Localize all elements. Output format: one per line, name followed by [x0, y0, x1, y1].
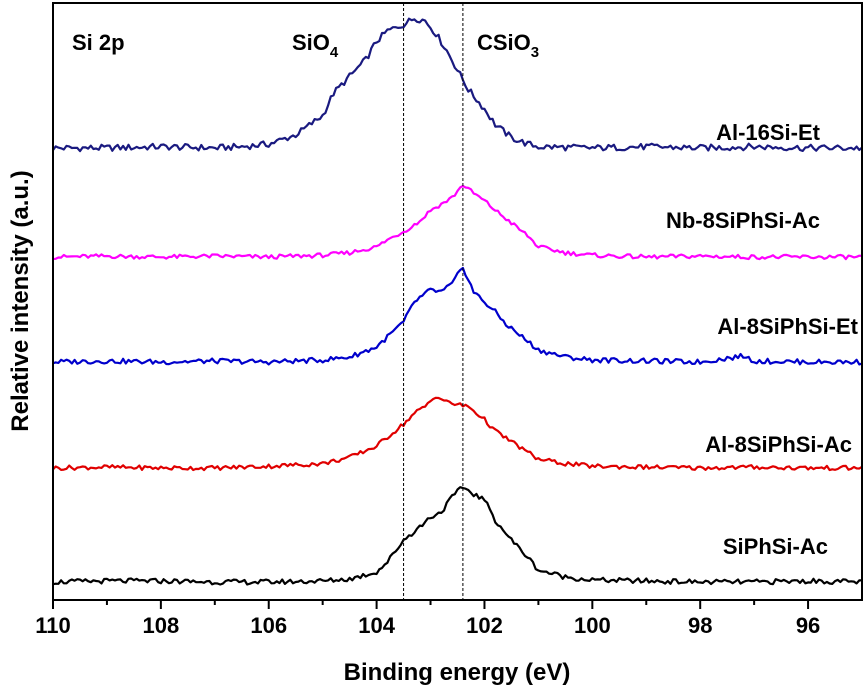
sio4-base: SiO — [292, 30, 330, 55]
series-line-4 — [52, 396, 863, 472]
x-tick-label: 100 — [574, 613, 611, 638]
csio3-subscript: 3 — [531, 44, 539, 61]
reference-lines — [403, 3, 464, 600]
series-line-1 — [52, 17, 863, 153]
x-tick-label: 96 — [796, 613, 820, 638]
x-tick-label: 108 — [143, 613, 180, 638]
csio3-base: CSiO — [477, 30, 531, 55]
sio4-subscript: 4 — [330, 44, 339, 61]
x-tick-label: 98 — [688, 613, 712, 638]
series-line-3 — [52, 266, 863, 366]
series-line-2 — [52, 184, 863, 261]
series-label-1: Al-16Si-Et — [716, 120, 821, 145]
y-axis-title: Relative intensity (a.u.) — [7, 170, 34, 431]
x-tick-label: 110 — [35, 613, 71, 638]
series-label-3: Al-8SiPhSi-Et — [717, 314, 858, 339]
series-line-5 — [52, 486, 863, 586]
x-axis-ticks: 110 108 106 104 102 100 98 96 — [35, 600, 820, 638]
series-label-2: Nb-8SiPhSi-Ac — [666, 208, 820, 233]
sio4-annotation: SiO4 — [292, 30, 339, 61]
x-tick-label: 104 — [358, 613, 395, 638]
x-axis-title: Binding energy (eV) — [344, 659, 571, 686]
series-label-5: SiPhSi-Ac — [723, 534, 828, 559]
csio3-annotation: CSiO3 — [477, 30, 539, 61]
region-annotation: Si 2p — [72, 30, 125, 55]
x-tick-label: 102 — [466, 613, 503, 638]
plot-frame — [52, 2, 863, 601]
x-tick-label: 106 — [250, 613, 287, 638]
series-label-4: Al-8SiPhSi-Ac — [705, 432, 852, 457]
series-traces — [52, 17, 863, 586]
series-labels: Al-16Si-Et Nb-8SiPhSi-Ac Al-8SiPhSi-Et Al-8… — [666, 120, 859, 559]
